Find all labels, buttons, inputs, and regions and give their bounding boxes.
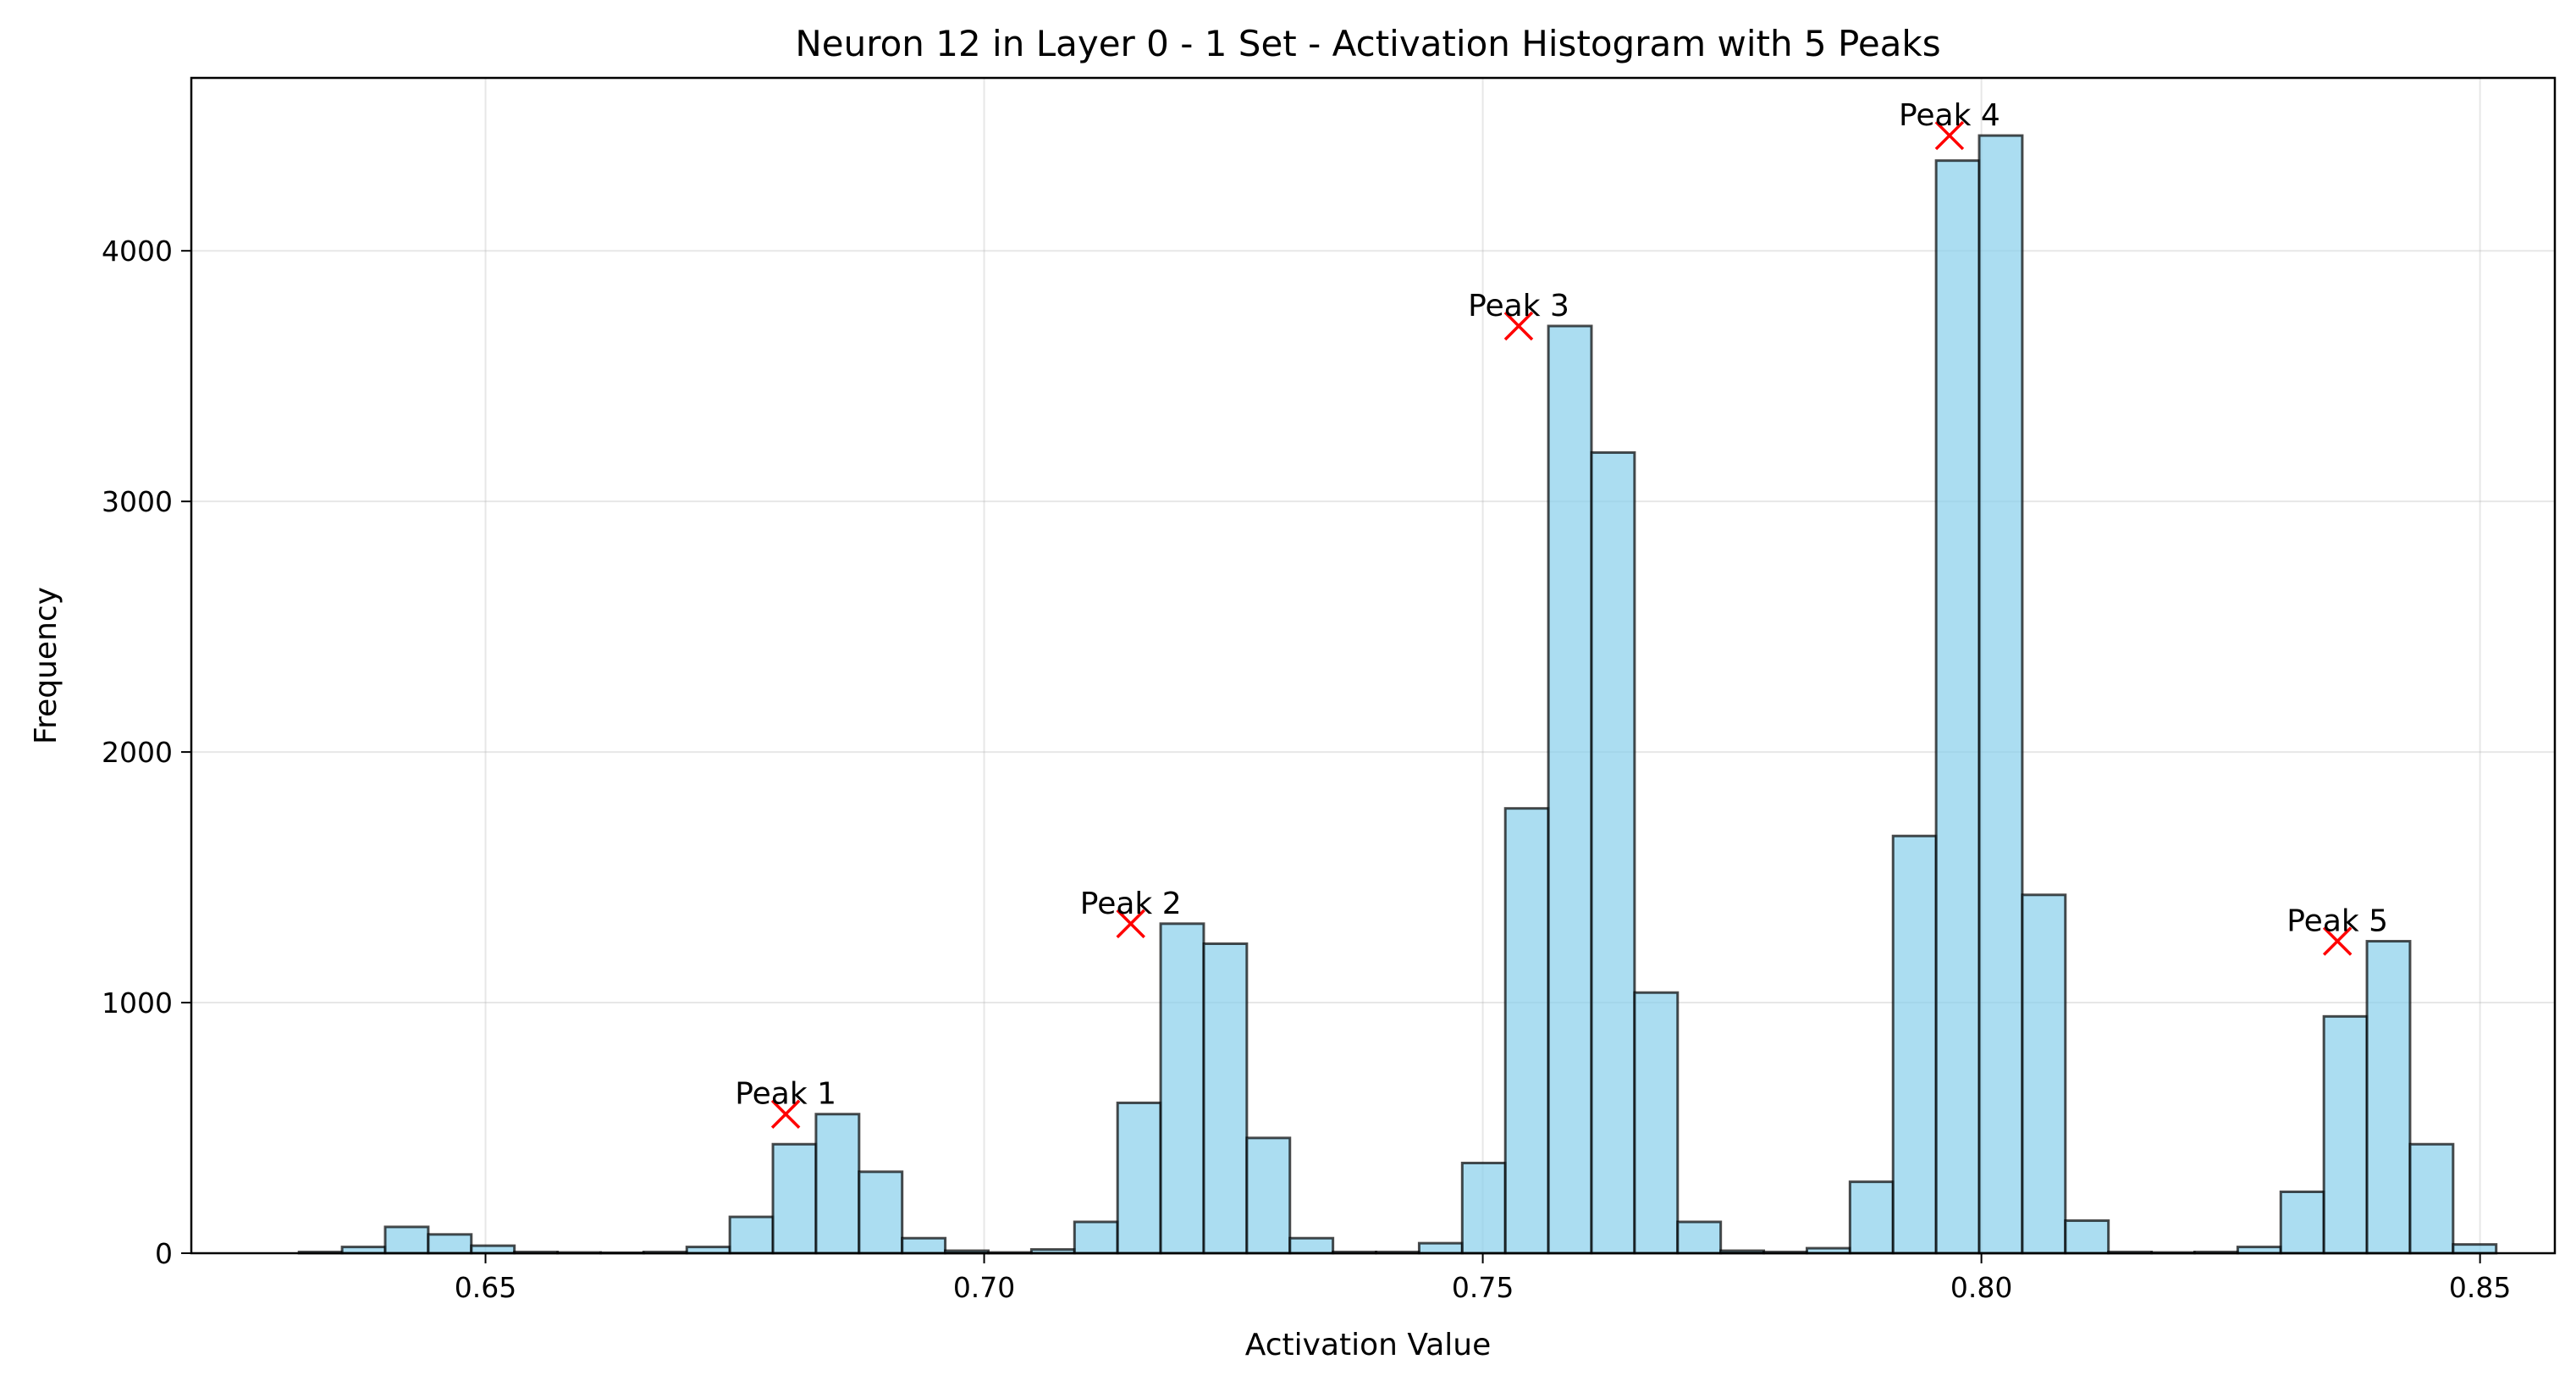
y-axis-label: Frequency [29,587,63,744]
histogram-bar [901,1236,947,1255]
histogram-bar [1202,942,1249,1255]
histogram-bar [1633,991,1680,1255]
histogram-bar [1590,450,1636,1255]
chart-title: Neuron 12 in Layer 0 - 1 Set - Activatio… [795,23,1940,64]
x-tick-label: 0.70 [953,1271,1015,1304]
peak-marker-3 [1503,311,1534,341]
peak-label-3: Peak 3 [1468,289,1569,323]
histogram-bar [2365,940,2412,1255]
histogram-bar [1978,134,2024,1255]
x-tick-label: 0.65 [455,1271,516,1304]
histogram-bar [858,1170,904,1255]
histogram-bar [1547,324,1593,1255]
peak-label-4: Peak 4 [1899,98,2000,133]
histogram-bar [1460,1161,1507,1255]
peak-label-5: Peak 5 [2286,904,2388,939]
x-axis-ticks: 0.65 0.70 0.75 0.80 0.85 [455,1253,2511,1304]
peak-marker-5 [2322,926,2353,956]
peak-marker-4 [1934,120,1965,151]
histogram-bar [2279,1190,2325,1255]
peak-label-1: Peak 1 [735,1077,836,1112]
histogram-bar [1676,1220,1723,1255]
y-tick-label: 2000 [102,736,173,769]
histogram-bar [1073,1220,1119,1255]
plot-frame [190,76,2557,1255]
histogram-bar [2408,1142,2455,1255]
histogram-bar [1116,1101,1162,1255]
histogram-bar [1245,1136,1292,1255]
y-axis-ticks: 0 1000 2000 3000 4000 [102,235,191,1270]
y-tick-label: 1000 [102,986,173,1020]
y-tick-label: 4000 [102,235,173,268]
histogram-bar [2322,1014,2369,1255]
histogram-bars [297,134,2498,1255]
histogram-bar [2452,1243,2498,1255]
x-tick-label: 0.80 [1950,1271,2012,1304]
histogram-bar [1159,922,1205,1255]
y-tick-label: 0 [155,1237,173,1270]
x-tick-label: 0.85 [2449,1271,2511,1304]
histogram-bar [470,1244,516,1255]
histogram-bar [1417,1241,1464,1255]
peak-label-2: Peak 2 [1080,887,1182,921]
histogram-bar [728,1215,775,1255]
histogram-bar [2021,893,2067,1255]
histogram-bar [427,1233,473,1255]
histogram-bar [1934,159,1981,1255]
x-tick-label: 0.75 [1452,1271,1514,1304]
grid-lines [191,78,2555,1254]
histogram-bar [383,1225,430,1255]
peak-marker-2 [1116,909,1145,939]
histogram-bar [2064,1219,2110,1255]
y-tick-label: 3000 [102,485,173,518]
histogram-bar [814,1113,861,1255]
histogram-bar [1503,807,1550,1255]
x-axis-label: Activation Value [1245,1328,1492,1362]
histogram-bar [1848,1180,1895,1255]
peak-marker-1 [770,1099,801,1129]
peak-markers: Peak 1 Peak 2 Peak 3 Peak 4 Peak 5 [735,98,2388,1129]
histogram-bar [771,1142,818,1255]
histogram-bar [1891,834,1938,1255]
histogram-bar [1288,1236,1335,1255]
